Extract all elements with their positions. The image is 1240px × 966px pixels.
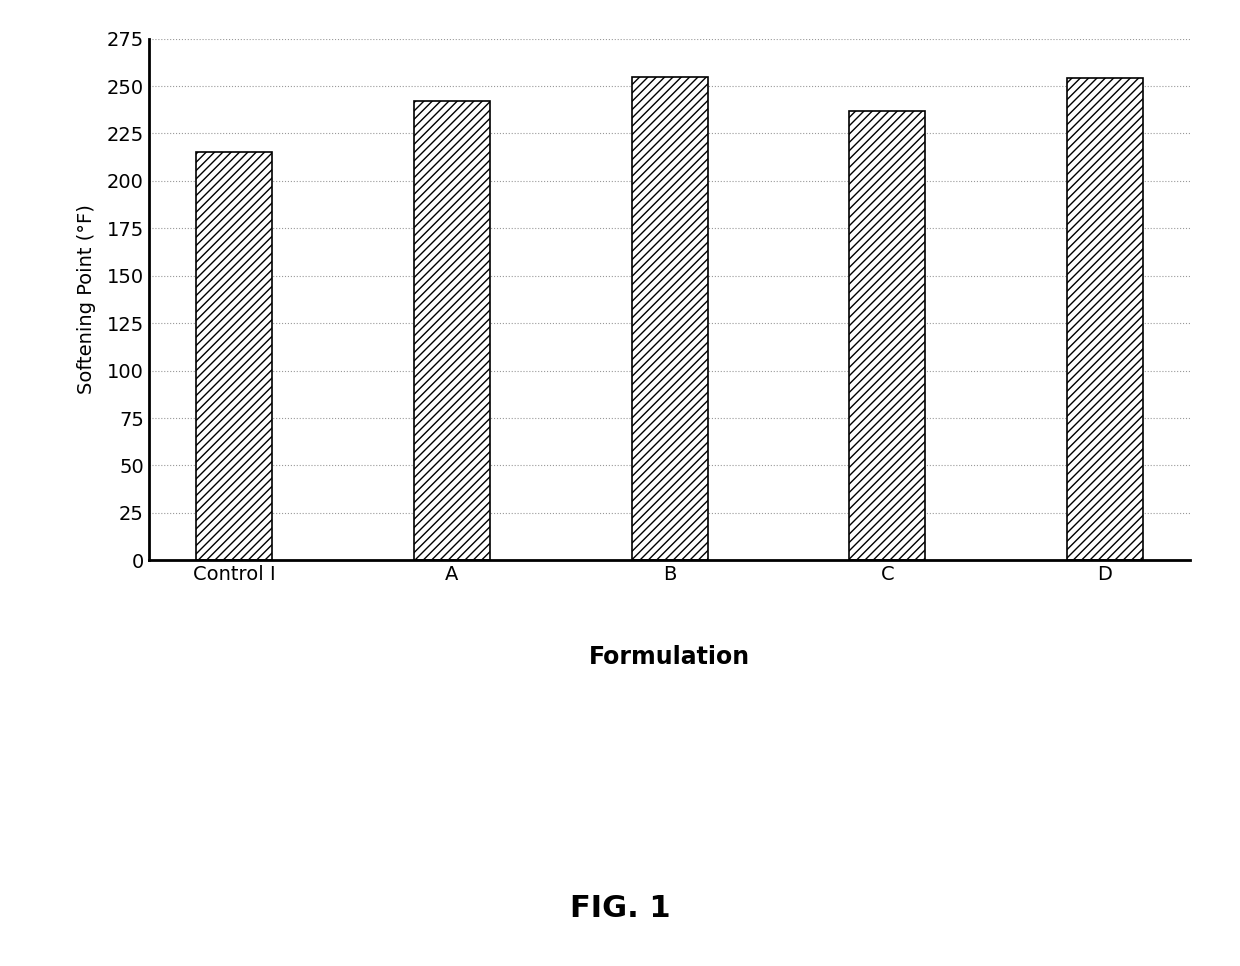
Y-axis label: Softening Point (°F): Softening Point (°F) [77,205,95,394]
Bar [1066,78,1143,560]
Bar [631,76,708,560]
Bar [196,153,273,560]
Bar [849,111,925,560]
Text: FIG. 1: FIG. 1 [569,894,671,923]
Bar [414,101,490,560]
Text: Formulation: Formulation [589,645,750,668]
